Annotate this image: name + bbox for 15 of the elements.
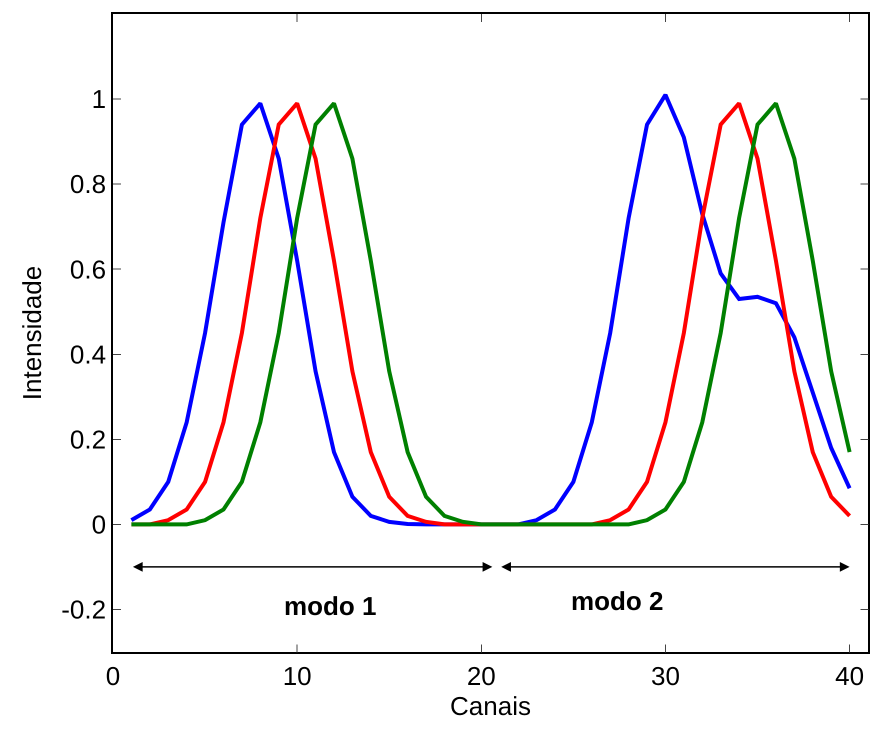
annotation: modo 1 [284, 591, 376, 621]
y-tick-label: 0 [92, 510, 106, 540]
x-axis-title: Canais [450, 690, 531, 721]
y-tick-label: 0.8 [70, 169, 106, 200]
y-tick-label: 0.6 [70, 254, 106, 284]
y-tick-label: 0.4 [70, 339, 106, 370]
annotation: modo 2 [571, 586, 664, 616]
y-tick-label: 0.2 [70, 424, 106, 454]
x-tick-label: 10 [282, 660, 312, 691]
x-tick-label: 20 [466, 660, 496, 691]
x-tick-label: 40 [835, 660, 864, 691]
y-tick-label: -0.2 [61, 594, 106, 625]
y-axis-title: Intensidade [17, 266, 48, 400]
x-tick-label: 30 [650, 660, 680, 691]
y-tick-label: 1 [92, 84, 106, 114]
